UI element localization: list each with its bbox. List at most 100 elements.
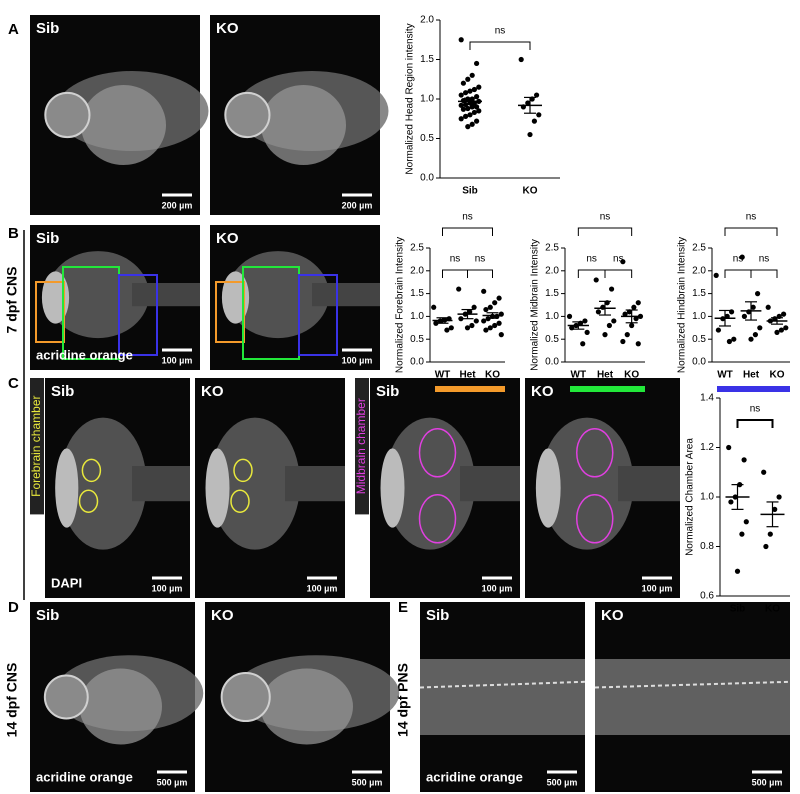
data-point <box>772 506 778 512</box>
fish-tail <box>460 466 520 502</box>
significance-label: ns <box>475 254 486 265</box>
data-point <box>622 311 628 317</box>
x-tick-label: WT <box>571 370 587 381</box>
data-point <box>471 109 477 116</box>
data-point <box>741 457 747 463</box>
y-tick-label: 0.0 <box>410 357 424 368</box>
data-point <box>496 295 502 301</box>
data-point <box>448 325 454 331</box>
data-point <box>458 92 464 98</box>
y-tick-label: 0.6 <box>700 591 714 602</box>
fish-eye <box>224 91 271 139</box>
data-point <box>620 338 626 345</box>
data-point <box>473 318 479 324</box>
data-point <box>474 60 480 67</box>
data-point <box>487 304 493 310</box>
y-tick-label: 0.0 <box>692 357 706 368</box>
panel-letter: C <box>8 375 19 392</box>
fish-yolk <box>261 85 346 165</box>
data-point <box>713 272 719 278</box>
y-tick-label: 1.0 <box>545 311 559 322</box>
significance-bracket <box>604 269 633 278</box>
chamber-outline <box>233 458 253 483</box>
data-point <box>741 313 748 319</box>
panel-letter: A <box>8 21 19 38</box>
y-tick-label: 2.5 <box>545 243 559 254</box>
significance-label: ns <box>450 254 461 265</box>
chamber-tag <box>30 378 44 515</box>
micrograph: KO 500 µm <box>205 602 400 792</box>
y-tick-label: 2.0 <box>420 15 434 26</box>
x-tick-label: Het <box>459 370 476 381</box>
side-label: 14 dpf CNS <box>4 663 20 738</box>
data-point <box>481 288 487 294</box>
data-point <box>783 325 789 331</box>
data-point <box>767 531 773 537</box>
micrograph: Sib 500 µm acridine orange <box>30 602 204 792</box>
region-color-bar <box>717 386 790 392</box>
side-label: 7 dpf CNS <box>4 267 20 334</box>
stain-label: acridine orange <box>426 769 523 784</box>
fish-head <box>385 417 475 550</box>
x-tick-label: WT <box>717 370 733 381</box>
x-tick-label: KO <box>523 186 538 197</box>
significance-label: ns <box>462 212 473 223</box>
chamber-outline <box>78 489 99 513</box>
data-point <box>460 106 466 112</box>
scale-bar-label: 200 µm <box>162 200 193 210</box>
panel-letter: B <box>8 225 19 242</box>
data-point <box>476 84 482 90</box>
y-tick-label: 0.5 <box>545 334 559 345</box>
data-point <box>483 327 489 333</box>
data-point <box>743 519 749 525</box>
y-tick-label: 1.5 <box>545 288 559 299</box>
significance-label: ns <box>495 26 506 37</box>
data-point <box>469 72 475 78</box>
significance-bracket <box>724 227 778 236</box>
data-point <box>750 304 756 310</box>
fish-snout <box>535 448 561 528</box>
fish-yolk <box>260 668 353 745</box>
data-point <box>458 102 464 108</box>
scale-bar-label: 500 µm <box>157 777 188 787</box>
scale-bar-label: 500 µm <box>752 777 783 787</box>
significance-bracket <box>467 269 493 278</box>
roi-hindbrain <box>118 274 158 356</box>
image-label: KO <box>216 20 239 37</box>
data-point <box>496 320 502 326</box>
data-point <box>460 80 466 86</box>
data-point <box>629 322 635 329</box>
fish-trunk <box>595 659 790 735</box>
data-point <box>458 116 464 122</box>
y-tick-label: 1.0 <box>700 492 714 503</box>
scale-bar-label: 100 µm <box>642 583 673 593</box>
image-label: KO <box>201 383 224 400</box>
data-point <box>566 313 573 319</box>
data-point <box>715 327 722 333</box>
data-point <box>734 568 741 574</box>
data-point <box>469 104 475 110</box>
y-axis-label: Normalized Hindbrain Intensity <box>677 237 688 373</box>
fish-trunk <box>420 659 585 735</box>
micrograph: KO 500 µm <box>594 602 791 792</box>
significance-bracket <box>442 269 468 278</box>
fish-tail <box>132 466 190 502</box>
y-tick-label: 1.5 <box>692 288 706 299</box>
y-tick-label: 0.8 <box>700 541 714 552</box>
fish-tail <box>285 466 345 502</box>
scale-bar-label: 100 µm <box>342 355 373 365</box>
data-point <box>444 327 450 333</box>
significance-label: ns <box>586 254 597 265</box>
data-point <box>633 316 639 322</box>
y-tick-label: 2.0 <box>692 265 706 276</box>
x-tick-label: Sib <box>730 604 746 615</box>
data-point <box>483 306 489 313</box>
stain-label: DAPI <box>51 575 82 590</box>
chamber-outline <box>418 428 457 478</box>
fish-snout <box>205 448 230 528</box>
image-label: Sib <box>51 383 74 400</box>
scale-bar-label: 100 µm <box>307 583 338 593</box>
data-point <box>580 341 586 347</box>
